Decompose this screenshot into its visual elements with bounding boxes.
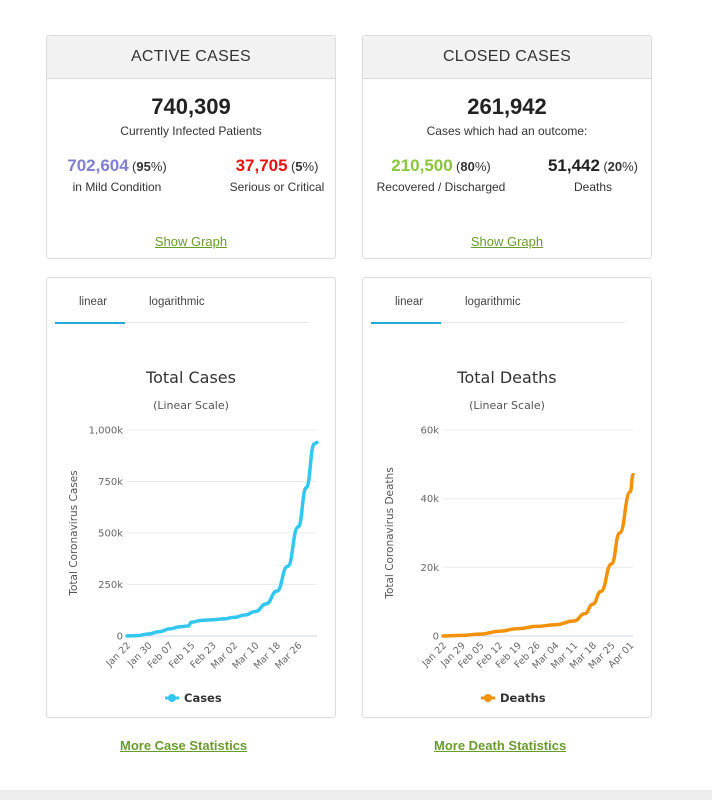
more-death-statistics-link[interactable]: More Death Statistics: [434, 738, 567, 753]
serious-condition-stat: 37,705 (5%) Serious or Critical: [222, 156, 332, 194]
mild-condition-stat: 702,604 (95%) in Mild Condition: [57, 156, 177, 194]
deaths-chart-title: Total Deaths: [456, 368, 556, 387]
closed-cases-header: CLOSED CASES: [363, 36, 651, 79]
tab-logarithmic-cases[interactable]: logarithmic: [149, 296, 205, 308]
deaths-legend-marker: [484, 694, 492, 702]
active-cases-header: ACTIVE CASES: [47, 36, 335, 79]
serious-pct: 5: [295, 159, 303, 174]
recovered-label: Recovered / Discharged: [376, 180, 506, 194]
cases-y-tick-label: 0: [117, 632, 123, 643]
deaths-pct: 20: [607, 159, 623, 174]
scale-tabs-deaths: linear logarithmic: [371, 278, 625, 324]
cases-y-tick-label: 1,000k: [89, 426, 124, 437]
serious-value: 37,705: [235, 156, 288, 175]
deaths-legend-label: Deaths: [500, 691, 546, 705]
recovered-pct: 80: [460, 159, 475, 174]
deaths-y-tick-label: 20k: [420, 563, 439, 574]
cases-legend-label: Cases: [184, 691, 222, 705]
cases-y-tick-label: 500k: [98, 529, 123, 540]
active-tab-underline: [371, 322, 441, 324]
deaths-y-tick-label: 40k: [420, 494, 439, 505]
deaths-stat: 51,442 (20%) Deaths: [538, 156, 648, 194]
deaths-y-tick-label: 0: [433, 632, 439, 643]
cases-y-tick-label: 250k: [98, 580, 123, 591]
cases-y-axis-label: Total Coronavirus Cases: [68, 470, 80, 596]
closed-cases-panel: CLOSED CASES 261,942 Cases which had an …: [362, 35, 652, 259]
mild-pct: 95: [136, 159, 151, 174]
mild-value: 702,604: [67, 156, 129, 175]
total-deaths-chart: Total Deaths (Linear Scale) 0 20k 40k 60k Tota…: [384, 368, 636, 705]
cases-y-tick-label: 750k: [98, 477, 123, 488]
cases-series-line: [125, 440, 319, 638]
total-deaths-chart-panel: linear logarithmic Total Deaths (Linear S…: [362, 277, 652, 718]
cases-chart-subtitle: (Linear Scale): [153, 399, 229, 412]
cases-legend-marker: [168, 694, 176, 702]
show-graph-link-closed[interactable]: Show Graph: [470, 234, 544, 249]
active-cases-total: 740,309: [151, 94, 231, 119]
tab-logarithmic-deaths[interactable]: logarithmic: [465, 296, 521, 308]
active-tab-underline: [55, 322, 125, 324]
deaths-y-axis-label: Total Coronavirus Deaths: [384, 467, 396, 599]
deaths-chart-subtitle: (Linear Scale): [469, 399, 545, 412]
closed-cases-total-label: Cases which had an outcome:: [426, 124, 588, 138]
deaths-series-line: [441, 472, 635, 638]
more-case-statistics-link[interactable]: More Case Statistics: [120, 738, 248, 753]
total-cases-chart: Total Cases (Linear Scale) 0 250k 500k 750k 1,…: [68, 368, 319, 705]
active-cases-panel: ACTIVE CASES 740,309 Currently Infected …: [46, 35, 336, 259]
serious-label: Serious or Critical: [229, 180, 325, 194]
footer-strip: [0, 790, 712, 800]
deaths-value: 51,442: [547, 156, 600, 175]
tab-linear-cases[interactable]: linear: [79, 296, 108, 308]
recovered-value: 210,500: [391, 156, 453, 175]
deaths-y-tick-label: 60k: [420, 426, 439, 437]
deaths-label: Deaths: [573, 180, 613, 194]
cases-chart-title: Total Cases: [145, 368, 236, 387]
recovered-stat: 210,500 (80%) Recovered / Discharged: [371, 156, 511, 194]
total-cases-chart-panel: linear logarithmic Total Cases (Linear Sc…: [46, 277, 336, 718]
show-graph-link-active[interactable]: Show Graph: [154, 234, 228, 249]
scale-tabs-cases: linear logarithmic: [55, 278, 309, 324]
tab-linear-deaths[interactable]: linear: [395, 296, 424, 308]
closed-cases-total: 261,942: [467, 94, 547, 119]
mild-label: in Mild Condition: [72, 180, 162, 194]
active-cases-total-label: Currently Infected Patients: [120, 124, 262, 138]
